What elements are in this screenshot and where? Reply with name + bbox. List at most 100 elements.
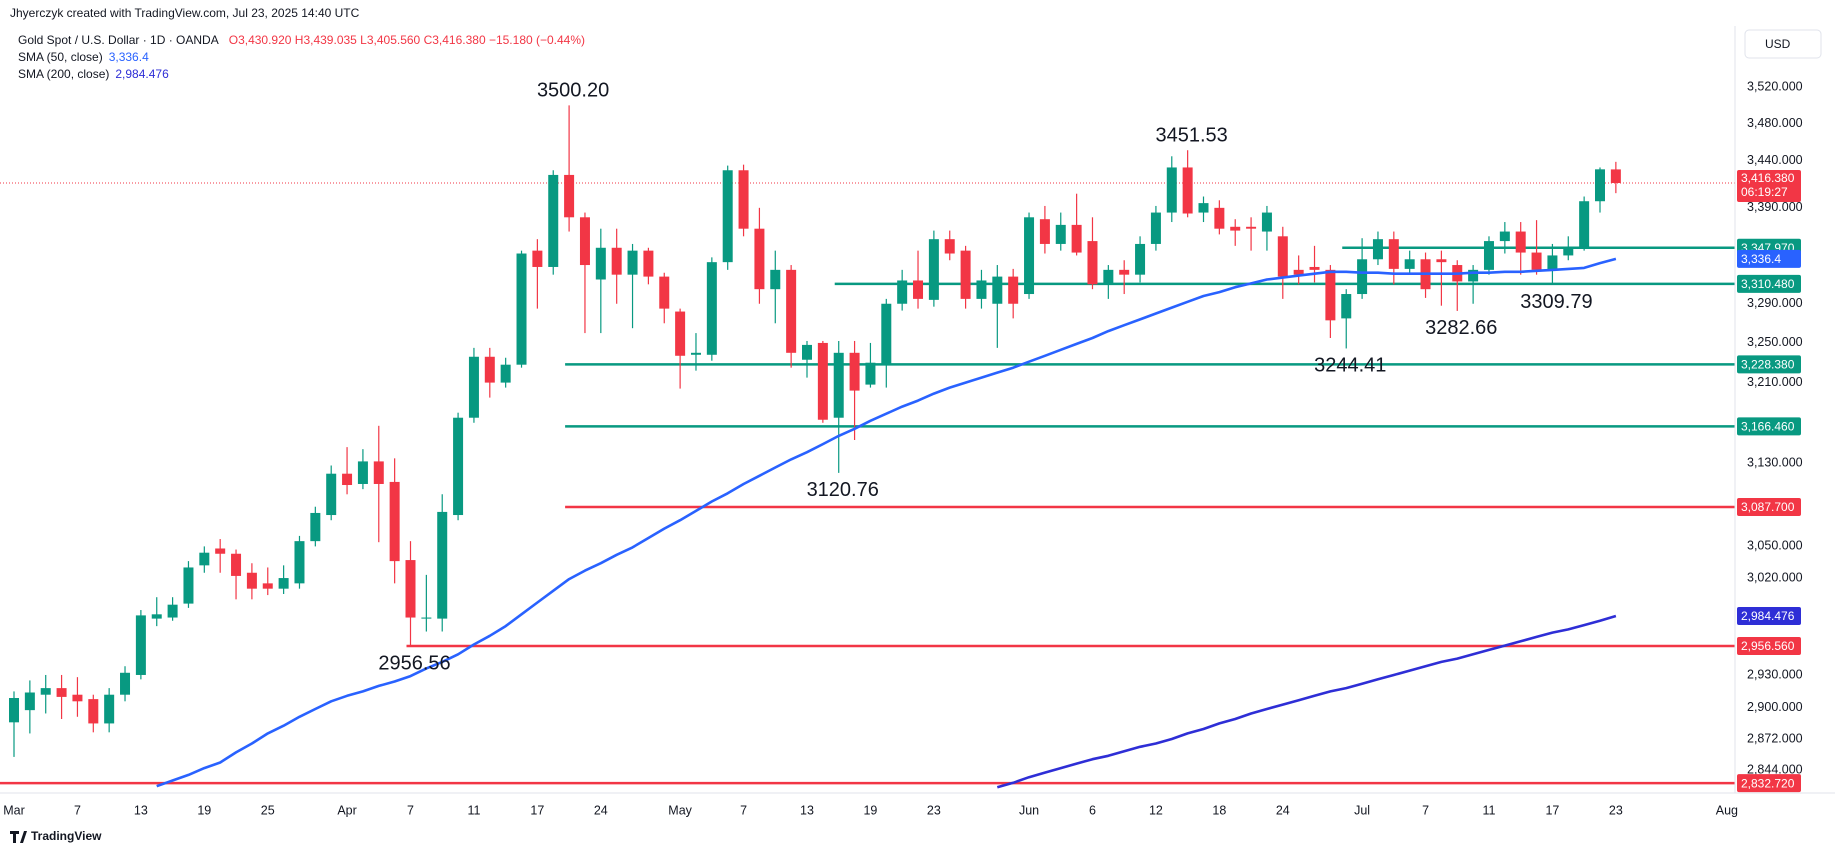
candle-body [468,356,479,418]
y-tick-label: 2,844.000 [1747,763,1803,777]
price-annotation: 3282.66 [1425,317,1497,339]
candle-body [722,170,733,263]
y-tick-label: 3,440.000 [1747,153,1803,167]
x-tick-label: 6 [1089,803,1096,817]
candle-body [183,567,194,604]
y-tick-label: 3,250.000 [1747,335,1803,349]
x-tick-label: 11 [467,803,480,817]
candle-body [215,548,226,554]
candle-body [1372,239,1383,260]
sma-badge [1737,249,1801,268]
candle-body [1087,241,1098,285]
candle-body [437,511,448,619]
plot: 3,520.000 3,480.000 3,440.000 3,390.000 3,29… [0,80,1803,817]
candle-body [1119,269,1130,275]
sma50-legend-value: 3,336.4 [109,50,149,64]
candle-body [1055,224,1066,244]
candle-body [690,352,701,355]
level-badge-label: 2,832.720 [1741,776,1795,790]
x-tick-label: 11 [1482,803,1495,817]
candle-body [754,228,765,290]
candle-body [817,342,828,420]
candle-body [88,699,99,724]
candle-body [1008,276,1019,304]
price-annotation: 3120.76 [807,479,879,501]
y-tick-label: 3,290.000 [1747,296,1803,310]
candle-body [1483,241,1494,270]
sma200-legend-value: 2,984.476 [115,67,169,81]
candle-body [579,217,590,266]
candle-body [56,688,67,697]
candle-body [40,688,51,695]
level-badge [1737,355,1801,374]
candle-body [72,694,83,702]
x-tick-label: 23 [927,803,941,817]
price-annotation: 2956.56 [378,652,450,674]
x-tick-label: 17 [1545,803,1559,817]
candle-body [1214,207,1225,229]
x-tick-label: Aug [1716,803,1738,817]
y-tick-label: 2,900.000 [1747,700,1803,714]
candle-body [1531,252,1542,270]
candle-body [849,352,860,391]
candle-body [1357,259,1368,295]
x-tick-label: 25 [261,803,275,817]
candle-body [992,276,1003,304]
sma200-legend: SMA (200, close) [18,67,109,81]
candle-body [913,280,924,299]
y-tick-label: 3,480.000 [1747,116,1803,130]
level-badge [1737,498,1801,517]
candle-body [564,174,575,218]
currency[interactable]: USD [1765,37,1791,51]
candle-body [1150,212,1161,244]
candle-body [516,253,527,365]
candle-body [1499,231,1510,242]
sma-badge [1737,606,1801,625]
candle-body [278,578,289,589]
candle-body [1293,269,1304,275]
candle-body [960,250,971,299]
candle-body [897,280,908,304]
level-badge [1737,417,1801,436]
level-badge-label: 3,087.700 [1741,500,1795,514]
x-tick-label: 19 [863,803,877,817]
candle-body [199,552,210,566]
last-price-label: 3,416.380 [1741,171,1795,185]
candle-body [1341,294,1352,319]
candle-body [453,417,464,516]
x-tick-label: 13 [134,803,148,817]
candle-body [1309,266,1320,270]
candle-body [389,481,400,562]
footer-brand: TradingView [31,829,102,843]
candle-body [9,698,19,723]
candle-body [373,461,384,484]
sma50-legend: SMA (50, close) [18,50,103,64]
candle-body [1103,269,1114,285]
candle-body [1277,236,1288,277]
candle-body [1610,169,1621,184]
y-tick-label: 2,930.000 [1747,667,1803,681]
candle-body [865,362,876,385]
candle-body [24,692,35,711]
level-badge [1737,274,1801,293]
candle-body [104,694,115,724]
candle-body [881,303,892,365]
level-badge-label: 2,956.560 [1741,639,1795,653]
price-annotation: 3500.20 [537,80,609,102]
candle-body [833,352,844,418]
candle-body [1579,201,1590,247]
candle-body [484,356,495,383]
candle-body [1261,212,1272,232]
symbol: Gold Spot / U.S. Dollar · 1D · OANDA [18,33,219,47]
price-annotation: 3244.41 [1314,355,1386,377]
candle-body [738,170,749,229]
y-tick-label: 3,520.000 [1747,80,1803,94]
candle-body [262,583,273,589]
y-tick-label: 3,020.000 [1747,570,1803,584]
level-badge-label: 3,228.380 [1741,357,1795,371]
candle-body [1563,246,1574,256]
sma-line [156,257,1617,788]
currency-button[interactable] [1744,29,1822,59]
candle-body [595,247,606,280]
